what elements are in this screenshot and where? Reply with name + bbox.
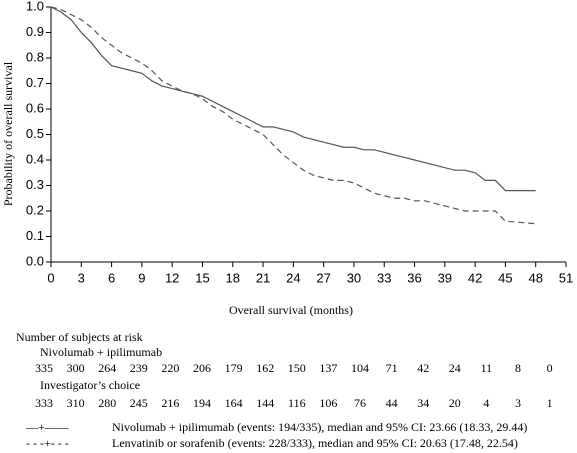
risk-count: 206 xyxy=(193,361,211,375)
risk-count: 245 xyxy=(130,396,148,410)
risk-count: 71 xyxy=(386,361,398,375)
risk-count: 76 xyxy=(354,396,366,410)
risk-group-name: Nivolumab + ipilimumab xyxy=(40,345,162,359)
risk-count: 42 xyxy=(417,361,429,375)
risk-table-title: Number of subjects at risk xyxy=(16,330,143,344)
risk-count: 164 xyxy=(225,396,243,410)
risk-count: 104 xyxy=(351,361,369,375)
y-tick-label: 0.7 xyxy=(26,75,44,90)
risk-count: 264 xyxy=(98,361,116,375)
legend-label: Lenvatinib or sorafenib (events: 228/333… xyxy=(112,436,518,450)
x-tick-label: 24 xyxy=(286,270,300,285)
x-axis-label: Overall survival (months) xyxy=(229,303,353,317)
x-tick-label: 9 xyxy=(138,270,145,285)
y-tick-label: 0.2 xyxy=(26,202,44,217)
y-tick-label: 0.5 xyxy=(26,126,44,141)
legend-marker: - - -+- - - xyxy=(26,436,69,450)
risk-count: 11 xyxy=(481,361,493,375)
risk-count: 335 xyxy=(35,361,53,375)
risk-count: 4 xyxy=(483,396,489,410)
y-tick-label: 0.9 xyxy=(26,24,44,39)
x-tick-label: 48 xyxy=(528,270,542,285)
risk-count: 24 xyxy=(449,361,461,375)
y-tick-label: 0.3 xyxy=(26,177,44,192)
x-tick-label: 27 xyxy=(316,270,330,285)
risk-count: 179 xyxy=(225,361,243,375)
risk-count: 3 xyxy=(515,396,521,410)
risk-count: 333 xyxy=(35,396,53,410)
risk-count: 20 xyxy=(449,396,461,410)
risk-count: 106 xyxy=(319,396,337,410)
risk-count: 116 xyxy=(288,396,306,410)
risk-count: 0 xyxy=(547,361,553,375)
risk-count: 44 xyxy=(386,396,398,410)
risk-count: 34 xyxy=(417,396,429,410)
survival-curve xyxy=(50,6,536,192)
x-tick-label: 42 xyxy=(468,270,482,285)
y-tick-label: 1.0 xyxy=(26,0,44,13)
x-tick-label: 15 xyxy=(195,270,209,285)
x-tick-label: 36 xyxy=(407,270,421,285)
risk-count: 310 xyxy=(67,396,85,410)
risk-count: 137 xyxy=(319,361,337,375)
x-tick-label: 51 xyxy=(559,270,573,285)
risk-count: 144 xyxy=(256,396,274,410)
x-tick-label: 12 xyxy=(165,270,179,285)
survival-curve xyxy=(50,6,536,225)
y-tick-label: 0.4 xyxy=(26,151,44,166)
risk-count: 1 xyxy=(547,396,553,410)
x-tick-label: 21 xyxy=(256,270,270,285)
legend-label: Nivolumab + ipilimumab (events: 194/335)… xyxy=(112,420,527,434)
risk-group-name: Investigator’s choice xyxy=(40,378,140,392)
y-tick-label: 0.6 xyxy=(26,100,44,115)
x-tick-label: 30 xyxy=(347,270,361,285)
risk-count: 239 xyxy=(130,361,148,375)
y-tick-label: 0.0 xyxy=(26,253,44,268)
risk-count: 194 xyxy=(193,396,211,410)
x-tick-label: 0 xyxy=(47,270,54,285)
risk-count: 8 xyxy=(515,361,521,375)
x-tick-label: 39 xyxy=(438,270,452,285)
y-tick-label: 0.8 xyxy=(26,49,44,64)
x-tick-label: 18 xyxy=(226,270,240,285)
x-tick-label: 3 xyxy=(78,270,85,285)
x-tick-label: 6 xyxy=(108,270,115,285)
x-tick-label: 33 xyxy=(377,270,391,285)
risk-count: 216 xyxy=(161,396,179,410)
legend-marker: —+—— xyxy=(25,420,70,434)
risk-count: 220 xyxy=(161,361,179,375)
x-tick-label: 45 xyxy=(498,270,512,285)
risk-count: 280 xyxy=(98,396,116,410)
risk-count: 150 xyxy=(288,361,306,375)
y-tick-label: 0.1 xyxy=(26,228,44,243)
y-axis-label: Probability of overall survival xyxy=(1,61,15,206)
risk-count: 300 xyxy=(67,361,85,375)
risk-count: 162 xyxy=(256,361,274,375)
